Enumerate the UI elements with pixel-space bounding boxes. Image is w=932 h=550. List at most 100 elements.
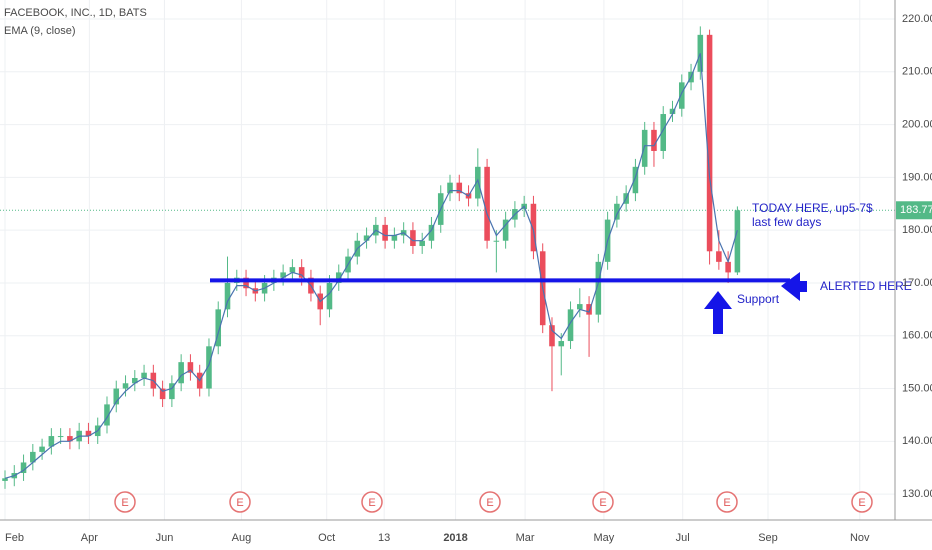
earnings-label: E <box>723 497 730 509</box>
y-tick-label: 130.00 <box>902 488 932 500</box>
candle-body <box>530 203 537 252</box>
candle-body <box>122 383 129 389</box>
candle-body <box>326 282 333 310</box>
y-tick-label: 160.00 <box>902 330 932 342</box>
price-tag-label: 183.77 <box>900 204 932 216</box>
candle-body <box>280 272 286 278</box>
candle-body <box>224 282 231 310</box>
candle-body <box>725 261 731 273</box>
y-tick-label: 180.00 <box>902 224 932 236</box>
x-tick-label: Nov <box>850 532 870 544</box>
candle-body <box>614 203 620 220</box>
earnings-marker <box>592 491 614 513</box>
earnings-label: E <box>236 497 243 509</box>
candle-body <box>57 436 64 438</box>
price-tag <box>896 201 932 220</box>
x-tick-label: 2018 <box>443 532 467 544</box>
candle-body <box>502 219 509 241</box>
candle-body <box>734 210 741 273</box>
earnings-marker <box>229 491 251 513</box>
candle-body <box>20 462 27 474</box>
y-tick-label: 150.00 <box>902 382 932 394</box>
candle-body <box>660 114 667 151</box>
earnings-marker <box>114 491 136 513</box>
candle-body <box>335 272 342 283</box>
y-tick-label: 190.00 <box>902 171 932 183</box>
x-tick-label: Sep <box>758 532 778 544</box>
earnings-label: E <box>121 497 128 509</box>
annotation: TODAY HERE, up5-7$ <box>752 201 873 215</box>
candle-body <box>586 304 592 315</box>
candle-body <box>382 224 388 241</box>
candle-body <box>410 230 416 247</box>
candle-body <box>141 372 147 378</box>
x-tick-label: Oct <box>318 532 335 544</box>
candle-body <box>132 377 138 384</box>
annotation: last few days <box>752 215 821 229</box>
candle-body <box>243 277 249 289</box>
annotation: Support <box>737 292 780 306</box>
y-tick-label: 140.00 <box>902 435 932 447</box>
candle-body <box>159 388 166 400</box>
candle-body <box>113 388 120 405</box>
candle-body <box>391 235 398 241</box>
x-tick-label: Mar <box>516 532 535 544</box>
x-tick-label: May <box>594 532 615 544</box>
earnings-marker <box>361 491 383 513</box>
left-arrow <box>781 272 807 301</box>
earnings-label: E <box>599 497 606 509</box>
candle-body <box>48 436 55 447</box>
x-tick-label: 13 <box>378 532 390 544</box>
candle-body <box>716 251 722 262</box>
candle-body <box>577 304 583 310</box>
indicator-label: EMA (9, close) <box>4 25 76 37</box>
candle-body <box>215 309 222 347</box>
candle-body <box>706 34 713 252</box>
candle-body <box>484 166 490 241</box>
earnings-marker <box>851 491 873 513</box>
candle-body <box>475 166 481 199</box>
candle-body <box>187 362 194 373</box>
candle-body <box>641 129 648 167</box>
candle-body <box>419 240 425 247</box>
y-tick-label: 200.00 <box>902 118 932 130</box>
y-tick-label: 210.00 <box>902 66 932 78</box>
candle-body <box>493 240 500 242</box>
candle-body <box>39 446 45 452</box>
annotation: ALERTED HERE <box>820 279 912 293</box>
grid <box>0 0 895 520</box>
candle-body <box>67 436 73 442</box>
marks <box>2 26 741 489</box>
candle-body <box>206 346 212 389</box>
chart-title: FACEBOOK, INC., 1D, BATS <box>4 7 147 19</box>
up-arrow <box>704 291 732 334</box>
candle-body <box>2 478 8 481</box>
y-tick-label: 220.00 <box>902 13 932 25</box>
earnings-label: E <box>858 497 865 509</box>
candle-body <box>595 261 602 315</box>
candle-body <box>651 129 657 151</box>
candle-body <box>456 182 463 194</box>
candle-body <box>549 325 555 347</box>
candle-body <box>298 267 305 278</box>
candle-body <box>289 267 296 273</box>
x-tick-label: Jul <box>676 532 690 544</box>
x-tick-label: Jun <box>156 532 174 544</box>
candle-body <box>363 235 370 241</box>
candle-body <box>632 166 639 194</box>
candle-body <box>447 182 453 194</box>
candle-body <box>178 362 184 384</box>
earnings-marker <box>479 491 501 513</box>
candle-body <box>428 224 435 241</box>
candle-body <box>669 108 676 115</box>
candle-body <box>678 82 685 109</box>
candle-body <box>169 383 175 400</box>
y-tick-label: 170.00 <box>902 277 932 289</box>
candle-body <box>85 430 92 437</box>
earnings-label: E <box>368 497 375 509</box>
candle-body <box>30 451 36 463</box>
earnings-marker <box>716 491 738 513</box>
candle-body <box>104 404 110 426</box>
